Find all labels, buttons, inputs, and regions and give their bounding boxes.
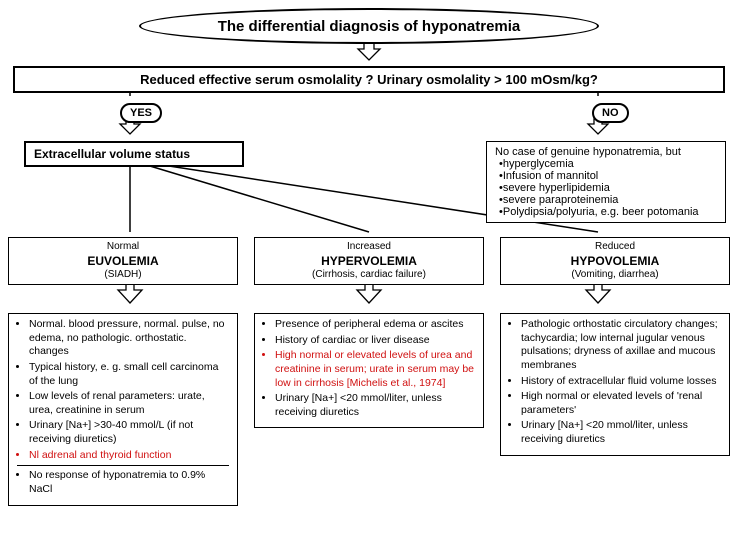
hypervolemia-header: Increased HYPERVOLEMIA (Cirrhosis, cardi… [254,237,484,285]
extracellular-box: Extracellular volume status [24,141,244,167]
list-item: Normal. blood pressure, normal. pulse, n… [29,318,229,359]
hypervolemia-details: Presence of peripheral edema or ascites H… [254,313,484,428]
hypovolemia-state: HYPOVOLEMIA [507,254,723,269]
euvolemia-sub: (SIADH) [15,269,231,282]
no-case-item: severe paraproteinemia [503,194,619,206]
title-ellipse: The differential diagnosis of hyponatrem… [139,8,599,44]
no-case-box: No case of genuine hyponatremia, but •hy… [486,141,726,223]
hypovolemia-sub: (Vomiting, diarrhea) [507,269,723,282]
hypovolemia-details: Pathologic orthostatic circulatory chang… [500,313,730,456]
list-item: High normal or elevated levels of urea a… [275,349,475,390]
list-item: No response of hyponatremia to 0.9% NaCl [29,469,229,496]
question-text: Reduced effective serum osmolality ? Uri… [140,72,598,87]
yes-label: YES [120,103,162,123]
list-item: Urinary [Na+] <20 mmol/liter, unless rec… [275,392,475,419]
no-case-list: •hyperglycemia •Infusion of mannitol •se… [495,158,717,218]
no-case-lead: No case of genuine hyponatremia, but [495,146,717,158]
list-item: Presence of peripheral edema or ascites [275,318,475,332]
no-case-item: Infusion of mannitol [503,170,598,182]
no-case-item: severe hyperlipidemia [503,182,610,194]
hypovolemia-label: Reduced [507,241,723,254]
title-text: The differential diagnosis of hyponatrem… [218,18,521,35]
list-item: Typical history, e. g. small cell carcin… [29,361,229,388]
euvolemia-details: Normal. blood pressure, normal. pulse, n… [8,313,238,506]
no-label: NO [592,103,629,123]
list-item: Urinary [Na+] >30-40 mmol/L (if not rece… [29,419,229,446]
list-item: History of cardiac or liver disease [275,334,475,348]
list-item: History of extracellular fluid volume lo… [521,375,721,389]
extracellular-text: Extracellular volume status [34,147,190,161]
euvolemia-state: EUVOLEMIA [15,254,231,269]
question-box: Reduced effective serum osmolality ? Uri… [13,66,725,93]
euvolemia-header: Normal EUVOLEMIA (SIADH) [8,237,238,285]
hypervolemia-state: HYPERVOLEMIA [261,254,477,269]
euvolemia-label: Normal [15,241,231,254]
hypervolemia-sub: (Cirrhosis, cardiac failure) [261,269,477,282]
list-item: Low levels of renal parameters: urate, u… [29,390,229,417]
hypervolemia-label: Increased [261,241,477,254]
yes-text: YES [130,107,152,119]
list-item: High normal or elevated levels of 'renal… [521,390,721,417]
list-item: Pathologic orthostatic circulatory chang… [521,318,721,373]
no-case-item: hyperglycemia [503,158,574,170]
no-case-item: Polydipsia/polyuria, e.g. beer potomania [503,206,699,218]
list-item: Nl adrenal and thyroid function [29,449,229,463]
list-item: Urinary [Na+] <20 mmol/liter, unless rec… [521,419,721,446]
no-text: NO [602,107,619,119]
hypovolemia-header: Reduced HYPOVOLEMIA (Vomiting, diarrhea) [500,237,730,285]
